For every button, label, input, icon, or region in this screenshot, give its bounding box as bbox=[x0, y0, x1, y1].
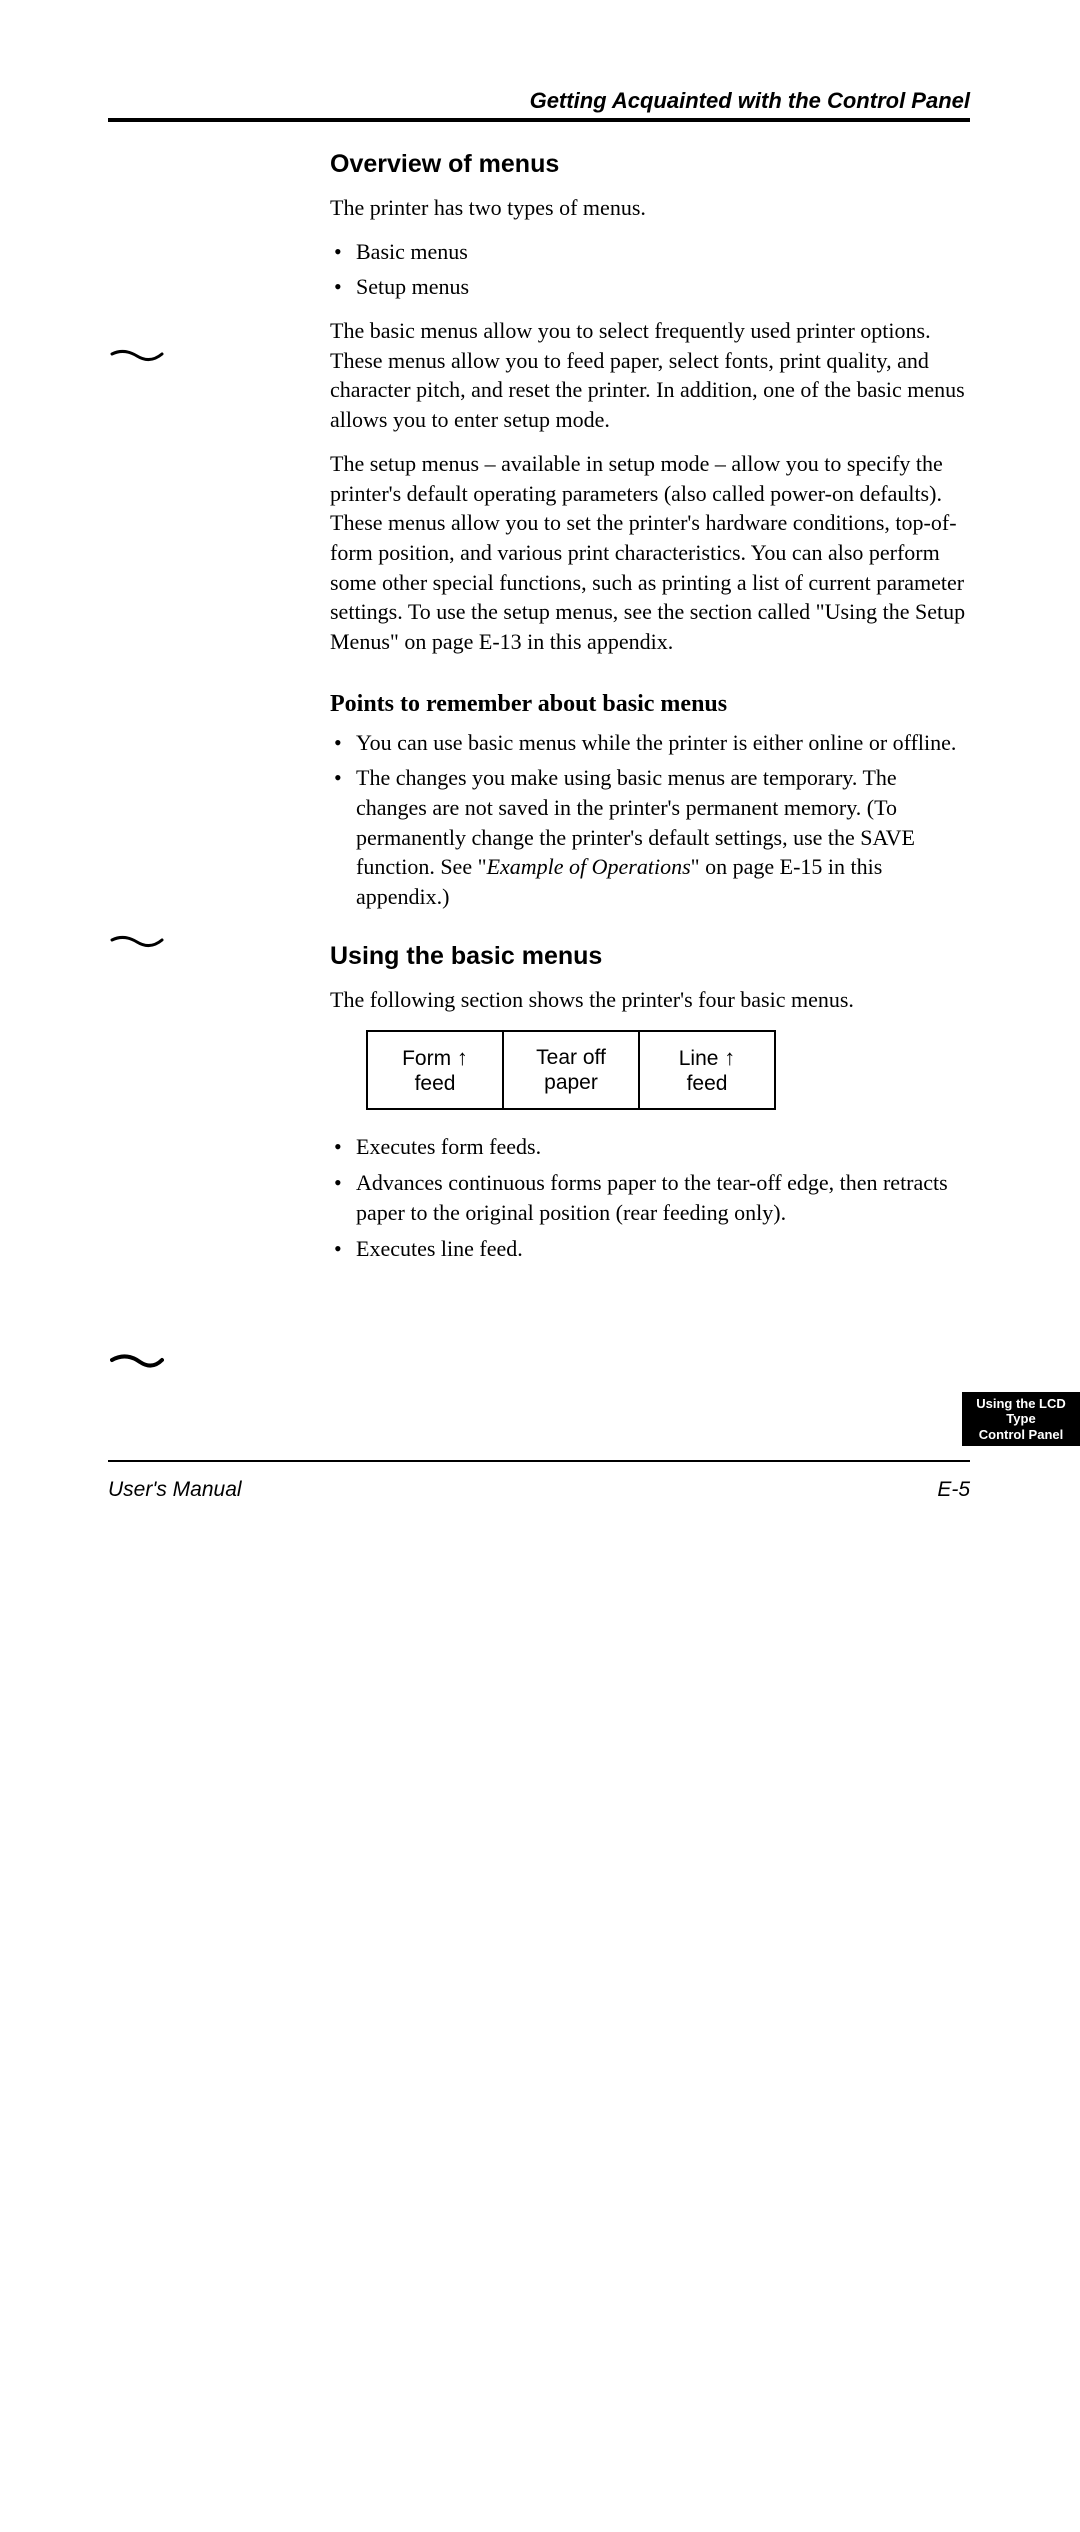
blank-region bbox=[0, 1580, 1080, 2532]
cell-line: feed bbox=[687, 1072, 728, 1095]
paragraph: The following section shows the printer'… bbox=[330, 985, 970, 1015]
heading-points: Points to remember about basic menus bbox=[330, 691, 970, 718]
italic-text: Example of Operations bbox=[487, 854, 691, 879]
menu-cell-line-feed: Line ↑ feed bbox=[639, 1031, 775, 1109]
binding-mark bbox=[110, 1350, 164, 1370]
paragraph: The basic menus allow you to select freq… bbox=[330, 316, 970, 435]
tab-line: Using the LCD Type bbox=[966, 1396, 1076, 1427]
content-column: Overview of menus The printer has two ty… bbox=[330, 150, 970, 1277]
heading-using-basic: Using the basic menus bbox=[330, 942, 970, 971]
cell-line: Tear off bbox=[536, 1046, 606, 1069]
tab-line: Control Panel bbox=[979, 1427, 1064, 1443]
footer-left: User's Manual bbox=[108, 1478, 242, 1502]
basic-menus-table: Form ↑ feed Tear off paper Line ↑ feed bbox=[366, 1030, 776, 1110]
side-tab: Using the LCD Type Control Panel bbox=[962, 1392, 1080, 1446]
cell-line: Form bbox=[402, 1047, 451, 1070]
manual-page: Getting Acquainted with the Control Pane… bbox=[0, 0, 1080, 1580]
top-rule bbox=[108, 118, 970, 122]
bullet-list: Basic menus Setup menus bbox=[330, 237, 970, 302]
bullet-list: You can use basic menus while the printe… bbox=[330, 728, 970, 912]
list-item: Executes form feeds. bbox=[330, 1132, 970, 1162]
list-item: Setup menus bbox=[330, 272, 970, 302]
cell-line: feed bbox=[415, 1072, 456, 1095]
cell-line: Line bbox=[679, 1047, 719, 1070]
binding-mark bbox=[110, 346, 164, 366]
list-item: Advances continuous forms paper to the t… bbox=[330, 1168, 970, 1227]
cell-line: paper bbox=[544, 1071, 598, 1094]
up-arrow-icon: ↑ bbox=[724, 1045, 735, 1070]
list-item: Basic menus bbox=[330, 237, 970, 267]
list-item: The changes you make using basic menus a… bbox=[330, 763, 970, 911]
list-item: You can use basic menus while the printe… bbox=[330, 728, 970, 758]
paragraph: The setup menus – available in setup mod… bbox=[330, 449, 970, 657]
menu-cell-tear-off: Tear off paper bbox=[503, 1031, 639, 1109]
paragraph: The printer has two types of menus. bbox=[330, 193, 970, 223]
running-header: Getting Acquainted with the Control Pane… bbox=[530, 88, 970, 114]
up-arrow-icon: ↑ bbox=[457, 1045, 468, 1070]
footer-right: E-5 bbox=[937, 1478, 970, 1502]
list-item: Executes line feed. bbox=[330, 1234, 970, 1264]
bottom-rule bbox=[108, 1460, 970, 1462]
binding-mark bbox=[110, 932, 164, 952]
menu-cell-form-feed: Form ↑ feed bbox=[367, 1031, 503, 1109]
bullet-list: Executes form feeds. Advances continuous… bbox=[330, 1132, 970, 1263]
heading-overview: Overview of menus bbox=[330, 150, 970, 179]
